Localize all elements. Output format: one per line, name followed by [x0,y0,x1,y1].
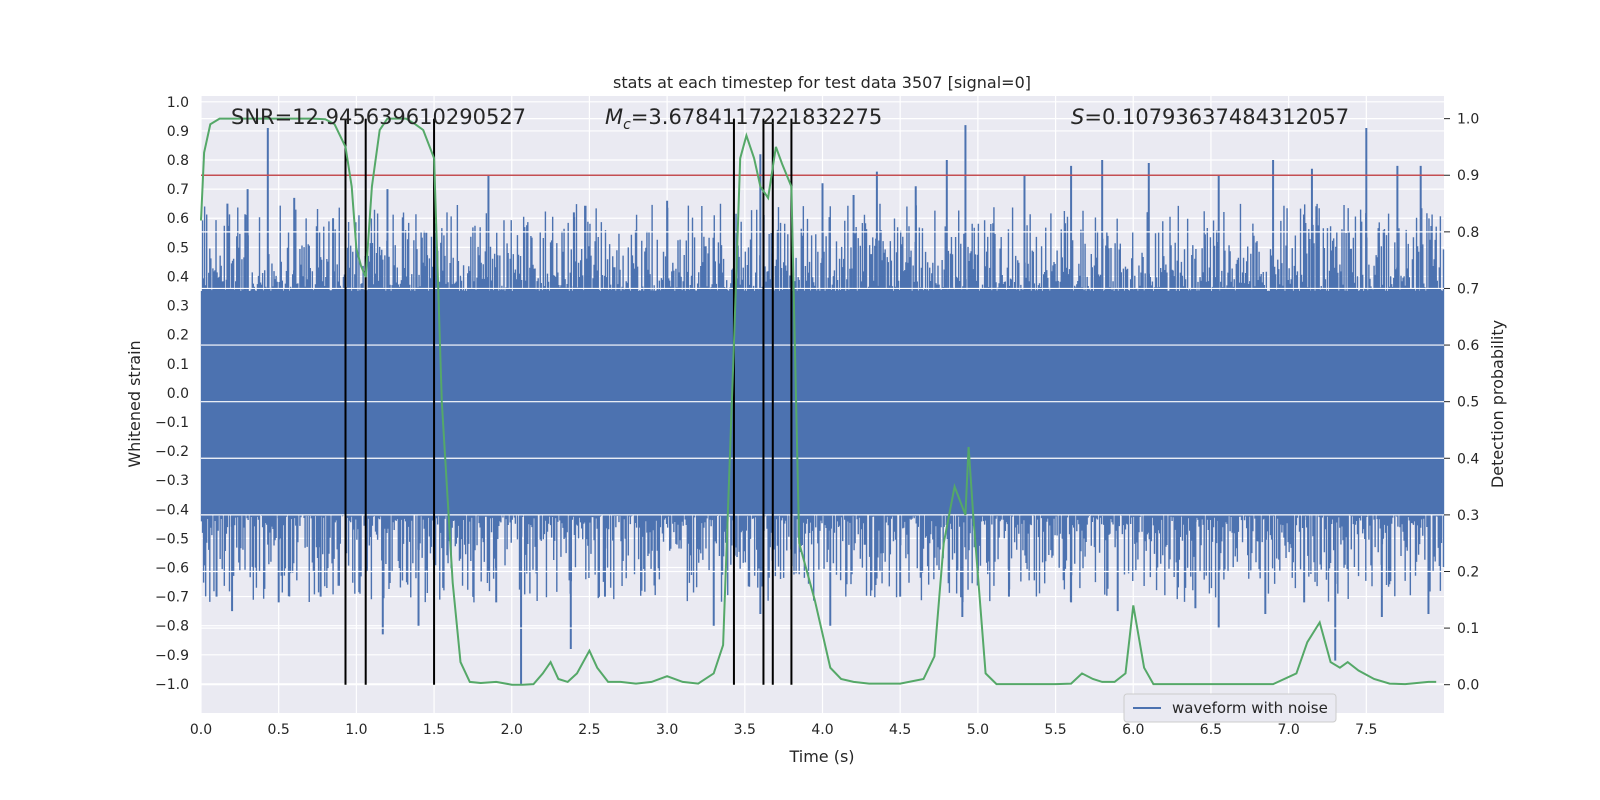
y-tick-label: 0.5 [167,240,189,256]
y-tick-label: 0.7 [167,182,189,198]
chirp-mass-annotation: Mc=3.6784117221832275 [605,105,882,133]
x-tick-label: 1.5 [423,722,445,738]
y-tick-label: 0.8 [167,153,189,169]
x-axis-ticks: 0.0 0.5 1.0 1.5 2.0 2.5 3.0 3.5 4.0 4.5 5.0 5.5 6.0 6… [190,722,1378,738]
snr-annotation: SNR=12.945639610290527 [231,105,526,129]
x-axis-label: Time (s) [788,747,854,766]
y2-axis-label: Detection probability [1488,320,1507,488]
y-tick-label: −0.5 [155,531,189,547]
y-tick-label: 1.0 [167,95,189,111]
x-tick-label: 3.5 [734,722,756,738]
y2-tick-label: 0.1 [1457,621,1479,637]
chirp-mass-subscript: c [623,117,631,133]
y-tick-label: −0.8 [155,619,189,635]
y-tick-label: 0.3 [167,299,189,315]
overlay-layer [200,117,1444,686]
y2-tick-label: 0.6 [1457,338,1479,354]
x-tick-label: 3.0 [656,722,678,738]
y-tick-label: −1.0 [155,677,189,693]
legend: waveform with noise [1123,693,1337,723]
y-tick-label: −0.2 [155,444,189,460]
x-tick-label: 2.5 [578,722,600,738]
x-tick-label: 6.0 [1122,722,1144,738]
detection-probability-line [200,117,1437,686]
y2-tick-label: 0.9 [1457,168,1479,184]
chart-title: stats at each timestep for test data 350… [613,73,1031,92]
y-tick-label: 0.6 [167,211,189,227]
y-tick-label: −0.3 [155,473,189,489]
legend-label: waveform with noise [1172,699,1328,717]
y-tick-label: −0.6 [155,560,189,576]
y-tick-label: 0.0 [167,386,189,402]
y-tick-label: 0.9 [167,124,189,140]
score-symbol: S [1071,105,1084,129]
legend-box [1123,693,1337,723]
x-tick-label: 7.0 [1277,722,1299,738]
x-tick-label: 6.5 [1200,722,1222,738]
x-tick-label: 0.5 [268,722,290,738]
y-tick-label: −0.7 [155,590,189,606]
waveform-layer [200,125,1445,684]
x-tick-label: 0.0 [190,722,212,738]
chirp-mass-value: =3.6784117221832275 [631,105,882,129]
x-tick-label: 1.0 [345,722,367,738]
y-tick-label: 0.4 [167,269,189,285]
y-tick-label: −0.9 [155,648,189,664]
x-tick-label: 5.0 [967,722,989,738]
y-axis-ticks: 1.0 0.9 0.8 0.7 0.6 0.5 0.4 0.3 0.2 0.1 0.0 −0.1 −0.… [155,95,189,693]
y-tick-label: −0.1 [155,415,189,431]
y2-axis-ticks: 1.0 0.9 0.8 0.7 0.6 0.5 0.4 0.3 0.2 0.1 0.0 [1444,112,1479,694]
y2-tick-label: 0.2 [1457,564,1479,580]
score-value: =0.10793637484312057 [1084,105,1349,129]
score-annotation: S=0.10793637484312057 [1071,105,1349,129]
y-tick-label: −0.4 [155,502,189,518]
y2-tick-label: 0.8 [1457,225,1479,241]
y2-tick-label: 0.5 [1457,395,1479,411]
y-tick-label: 0.1 [167,357,189,373]
y2-tick-label: 0.0 [1457,678,1479,694]
y2-tick-label: 0.4 [1457,451,1479,467]
x-tick-label: 5.5 [1044,722,1066,738]
x-tick-label: 4.5 [889,722,911,738]
y-axis-label: Whitened strain [125,340,144,467]
x-tick-label: 4.0 [811,722,833,738]
y2-tick-label: 0.7 [1457,281,1479,297]
x-tick-label: 7.5 [1355,722,1377,738]
x-tick-label: 2.0 [501,722,523,738]
chirp-mass-symbol: M [605,105,623,129]
y2-tick-label: 1.0 [1457,112,1479,128]
y-tick-label: 0.2 [167,328,189,344]
y2-tick-label: 0.3 [1457,508,1479,524]
